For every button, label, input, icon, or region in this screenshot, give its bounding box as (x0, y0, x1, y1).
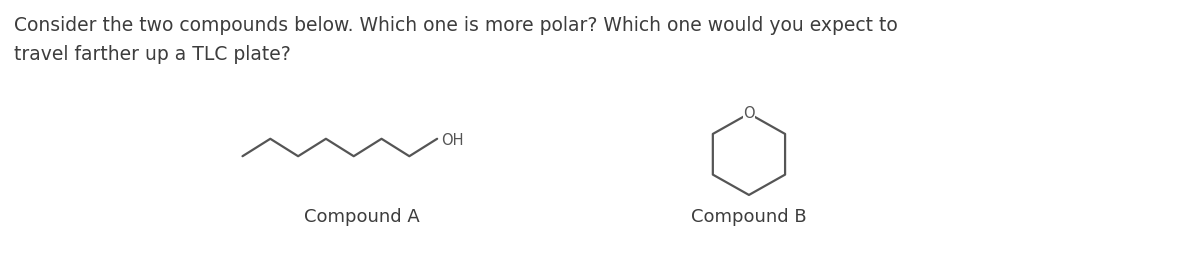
Text: travel farther up a TLC plate?: travel farther up a TLC plate? (14, 45, 290, 64)
Text: OH: OH (442, 133, 463, 148)
Text: O: O (743, 106, 755, 121)
Text: Compound B: Compound B (691, 208, 806, 226)
Text: Consider the two compounds below. Which one is more polar? Which one would you e: Consider the two compounds below. Which … (14, 16, 898, 35)
Text: Compound A: Compound A (304, 208, 420, 226)
